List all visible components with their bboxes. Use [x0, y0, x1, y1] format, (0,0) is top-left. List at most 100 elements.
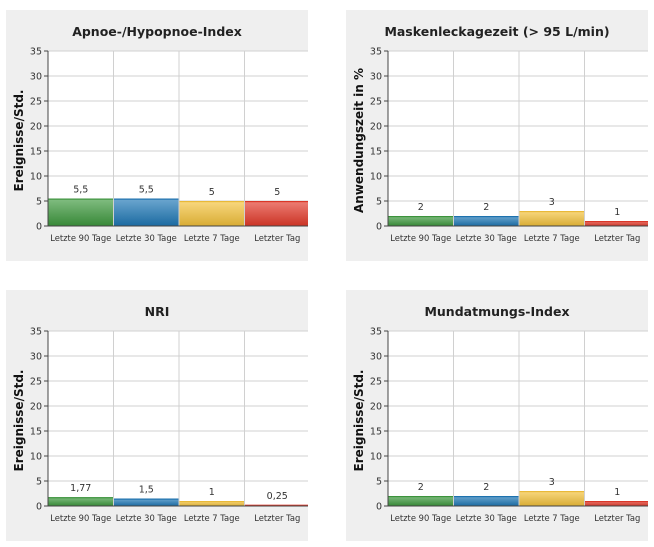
y-tick-label: 20	[370, 402, 382, 413]
chart-panel-mask-leak: Maskenleckagezeit (> 95 L/min) 0 5 10 15 20 25…	[346, 10, 648, 261]
bar	[454, 496, 519, 506]
bar-top-edge	[245, 201, 308, 203]
y-tick-label: 5	[376, 197, 382, 208]
y-tick-label: 25	[30, 377, 42, 388]
y-tick-label: 0	[36, 222, 42, 233]
x-tick-label: Letzter Tag	[254, 513, 300, 523]
bar-value-label: 0,25	[267, 491, 288, 502]
bar-value-label: 2	[418, 202, 424, 213]
bar	[114, 198, 179, 226]
x-tick-label: Letzte 7 Tage	[524, 513, 580, 523]
chart-panel-ahi: Apnoe-/Hypopnoe-Index 0 5 10 15 20 25 30 35 Ereig…	[6, 10, 308, 261]
bar-value-label: 1	[614, 207, 620, 218]
bar	[388, 216, 453, 226]
y-tick-label: 30	[30, 352, 42, 363]
y-tick-label: 25	[30, 97, 42, 108]
bar-value-label: 2	[418, 482, 424, 493]
bar	[585, 221, 648, 226]
y-axis-label: Ereignisse/Std.	[12, 370, 26, 472]
chart-panel-nri: NRI 0 5 10 15 20 25 30 35 Ereignisse/Std. 1,77 Letz…	[6, 290, 308, 541]
y-tick-label: 35	[30, 327, 42, 338]
y-tick-label: 20	[30, 122, 42, 133]
plot-area	[48, 51, 308, 226]
y-tick-label: 35	[370, 327, 382, 338]
x-tick-label: Letzte 7 Tage	[184, 233, 240, 243]
plot-area	[388, 331, 648, 506]
bar-top-edge	[179, 201, 244, 203]
y-axis-label: Ereignisse/Std.	[352, 370, 366, 472]
x-tick-label: Letzter Tag	[254, 233, 300, 243]
bar-value-label: 1	[209, 487, 215, 498]
bar	[179, 201, 244, 226]
bar-top-edge	[48, 198, 113, 200]
x-tick-label: Letzter Tag	[594, 513, 640, 523]
y-tick-label: 10	[370, 452, 382, 463]
bar-top-edge	[585, 501, 648, 503]
y-tick-label: 30	[30, 72, 42, 83]
chart-title: Apnoe-/Hypopnoe-Index	[72, 24, 242, 39]
bar-top-edge	[454, 496, 519, 498]
bar-value-label: 5,5	[73, 185, 88, 196]
bar-value-label: 3	[549, 197, 555, 208]
x-tick-label: Letzte 90 Tage	[390, 233, 451, 243]
bar-top-edge	[519, 211, 584, 213]
y-tick-label: 35	[370, 47, 382, 58]
bar-top-edge	[114, 498, 179, 500]
chart-title: Mundatmungs-Index	[424, 304, 569, 319]
x-tick-label: Letzter Tag	[594, 233, 640, 243]
chart-panel-mouth-breathing: Mundatmungs-Index 0 5 10 15 20 25 30 35 Ereigniss…	[346, 290, 648, 541]
x-tick-label: Letzte 30 Tage	[456, 513, 517, 523]
y-tick-label: 10	[370, 172, 382, 183]
bar	[245, 201, 308, 226]
bar	[114, 498, 179, 506]
bar	[519, 211, 584, 226]
bar	[179, 501, 244, 506]
bar	[388, 496, 453, 506]
y-tick-label: 20	[30, 402, 42, 413]
y-tick-label: 0	[36, 502, 42, 513]
bar-top-edge	[245, 504, 308, 506]
x-tick-label: Letzte 90 Tage	[390, 513, 451, 523]
x-tick-label: Letzte 7 Tage	[184, 513, 240, 523]
bar-top-edge	[388, 216, 453, 218]
bar-value-label: 2	[483, 482, 489, 493]
y-tick-label: 5	[36, 477, 42, 488]
chart-title: NRI	[145, 304, 170, 319]
bar-value-label: 5	[209, 187, 215, 198]
bar-value-label: 1,77	[70, 483, 91, 494]
plot-area	[48, 331, 308, 506]
x-tick-label: Letzte 7 Tage	[524, 233, 580, 243]
x-tick-label: Letzte 90 Tage	[50, 233, 111, 243]
y-tick-label: 10	[30, 172, 42, 183]
plot-area	[388, 51, 648, 226]
x-tick-label: Letzte 30 Tage	[116, 513, 177, 523]
chart-title: Maskenleckagezeit (> 95 L/min)	[384, 24, 609, 39]
bar	[519, 491, 584, 506]
x-tick-label: Letzte 30 Tage	[456, 233, 517, 243]
y-axis-label: Ereignisse/Std.	[12, 90, 26, 192]
y-tick-label: 25	[370, 377, 382, 388]
bar-top-edge	[585, 221, 648, 223]
bar-value-label: 2	[483, 202, 489, 213]
y-tick-label: 0	[376, 222, 382, 233]
bar-top-edge	[48, 497, 113, 499]
bar	[585, 501, 648, 506]
y-tick-label: 15	[370, 427, 382, 438]
x-tick-label: Letzte 30 Tage	[116, 233, 177, 243]
y-tick-label: 25	[370, 97, 382, 108]
x-tick-label: Letzte 90 Tage	[50, 513, 111, 523]
bar-value-label: 1	[614, 487, 620, 498]
chart-mouth-breathing: Mundatmungs-Index 0 5 10 15 20 25 30 35 Ereigniss…	[352, 304, 648, 523]
bar	[454, 216, 519, 226]
y-tick-label: 5	[376, 477, 382, 488]
bar-top-edge	[179, 501, 244, 503]
y-tick-label: 10	[30, 452, 42, 463]
y-tick-label: 30	[370, 72, 382, 83]
bar-top-edge	[519, 491, 584, 493]
y-tick-label: 15	[30, 147, 42, 158]
y-tick-label: 5	[36, 197, 42, 208]
bar-top-edge	[388, 496, 453, 498]
bar-value-label: 5,5	[139, 185, 154, 196]
chart-mask-leak: Maskenleckagezeit (> 95 L/min) 0 5 10 15 20 25…	[352, 24, 648, 243]
y-axis-label: Anwendungszeit in %	[352, 68, 366, 213]
